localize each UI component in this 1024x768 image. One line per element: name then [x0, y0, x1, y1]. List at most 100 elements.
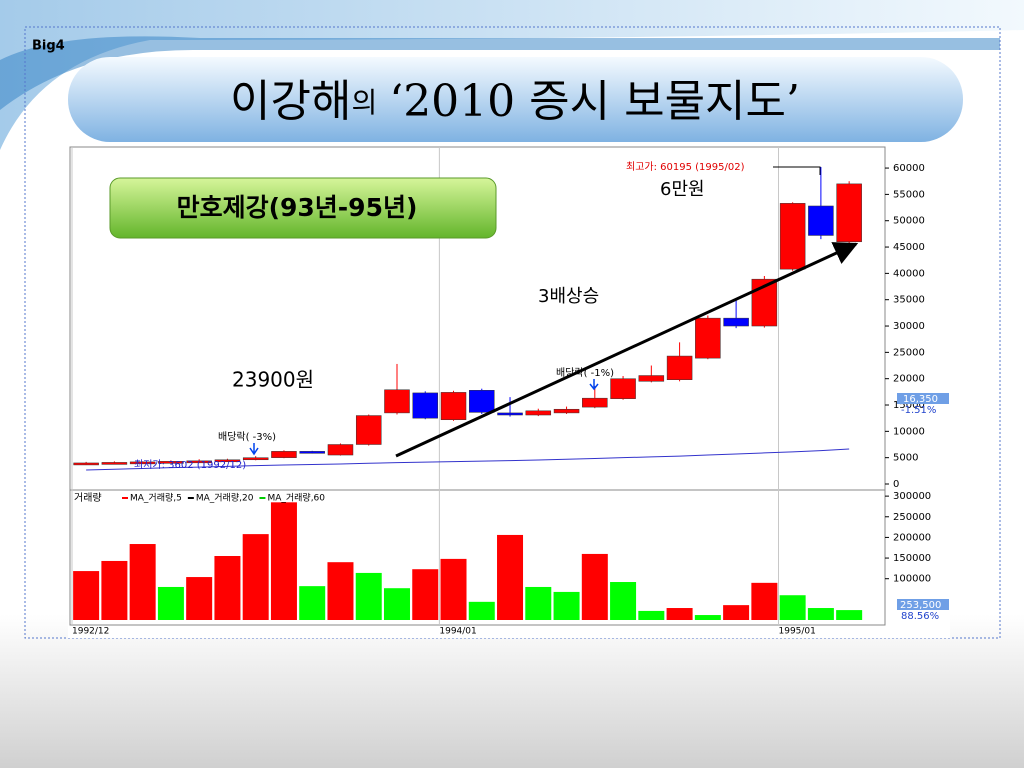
volume-title: 거래량 — [74, 492, 102, 504]
volume-bar — [468, 601, 495, 620]
y-tick-label: 150000 — [893, 553, 931, 564]
volume-bar — [129, 544, 156, 620]
x-tick-label: 1994/01 — [439, 627, 476, 637]
last-price: 16,350 — [903, 394, 938, 405]
volume-bar — [807, 608, 834, 620]
y-tick-label: 20000 — [893, 374, 925, 385]
volume-ratio: 88.56% — [901, 611, 939, 622]
volume-bar — [412, 569, 439, 620]
swoosh-band — [0, 36, 1000, 110]
volume-bar — [383, 588, 410, 620]
candle-body — [73, 462, 99, 466]
volume-bar — [327, 562, 354, 620]
y-tick-label: 100000 — [893, 574, 931, 585]
y-tick-label: 50000 — [893, 216, 925, 227]
legend-entry: MA_거래량,5 — [130, 492, 182, 504]
badge-text: 만호제강(93년-95년) — [177, 193, 418, 222]
slide-title: 이강해의 ‘2010 증시 보물지도’ — [230, 76, 800, 127]
badge — [109, 177, 497, 239]
y-tick-label: 0 — [893, 479, 899, 490]
price-box — [897, 393, 949, 404]
candle-body — [723, 317, 749, 327]
high-note: 최고가: 60195 (1995/02) — [626, 161, 745, 173]
y-tick-label: 200000 — [893, 532, 931, 543]
x-tick-label: 1995/01 — [779, 627, 816, 637]
title-pill — [68, 57, 963, 142]
candle-body — [158, 461, 184, 464]
candle-body — [469, 390, 495, 413]
candle-body — [412, 392, 438, 419]
candle-body — [214, 459, 241, 463]
volume-bar — [723, 605, 750, 620]
legend-entry: MA_거래량,20 — [196, 492, 254, 504]
volume-bar — [694, 615, 721, 620]
swoosh — [0, 0, 1024, 150]
title-particle: 의 — [351, 86, 377, 119]
volume-bar — [299, 586, 326, 620]
y-tick-label: 10000 — [893, 426, 925, 437]
volume-bar — [779, 595, 806, 620]
high-pointer — [773, 166, 821, 175]
low-note: 최저가: 3602 (1992/12) — [134, 459, 246, 471]
volume-box — [897, 599, 949, 610]
candle-body — [638, 375, 665, 382]
candle-body — [355, 415, 382, 445]
volume-bar — [553, 591, 580, 620]
volume-bar — [270, 502, 297, 620]
x-tick-label: 1992/12 — [72, 627, 109, 637]
candle-body — [553, 408, 580, 414]
y-tick-label: 30000 — [893, 321, 925, 332]
last-change: -1.51% — [901, 405, 936, 416]
volume-bar — [73, 571, 100, 620]
rise-note: 3배상승 — [538, 286, 599, 307]
y-tick-label: 60000 — [893, 163, 925, 174]
candle-body — [582, 397, 608, 408]
volume-bar — [497, 534, 524, 620]
y-tick-label: 35000 — [893, 295, 925, 306]
candle-body — [497, 412, 523, 416]
candle-body — [101, 462, 128, 465]
candle-body — [327, 444, 354, 456]
volume-bar — [440, 558, 467, 620]
volume-bar — [101, 560, 128, 620]
start-price-note: 23900원 — [232, 368, 314, 392]
candle-body — [525, 410, 552, 416]
candle-body — [129, 461, 156, 465]
candle-body — [440, 392, 467, 421]
volume-bar — [186, 577, 213, 620]
title-name: 이강해 — [230, 76, 351, 127]
dividend-arrow — [249, 443, 259, 456]
volume-bar — [666, 608, 693, 620]
candle-body — [751, 278, 778, 327]
volume-bar — [610, 582, 637, 620]
y-tick-label: 45000 — [893, 242, 925, 253]
dividend-arrow — [589, 379, 599, 391]
candle-body — [271, 451, 297, 458]
volume-bar — [525, 586, 552, 620]
volume-bar — [355, 572, 382, 620]
volume-bar — [836, 610, 863, 620]
candle-body — [779, 203, 806, 270]
candle-body — [242, 457, 269, 461]
volume-bar — [581, 553, 608, 620]
candle-body — [666, 355, 693, 380]
candle-body — [808, 205, 834, 236]
moving-average — [86, 448, 850, 471]
y-tick-label: 55000 — [893, 189, 925, 200]
y-tick-label: 15000 — [893, 400, 925, 411]
volume-bar — [751, 582, 778, 620]
volume-bar — [638, 610, 665, 620]
volume-panel — [69, 489, 886, 626]
volume-bar — [214, 556, 241, 620]
candle-body — [695, 317, 721, 359]
y-tick-label: 250000 — [893, 512, 931, 523]
y-tick-label: 40000 — [893, 268, 925, 279]
y-tick-label: 5000 — [893, 453, 918, 464]
candle-body — [186, 460, 212, 464]
volume-bar — [242, 534, 269, 620]
candle-body — [299, 451, 325, 454]
logo: Big4 — [32, 39, 65, 54]
candle-body — [836, 183, 862, 243]
trend-arrow — [395, 242, 859, 458]
